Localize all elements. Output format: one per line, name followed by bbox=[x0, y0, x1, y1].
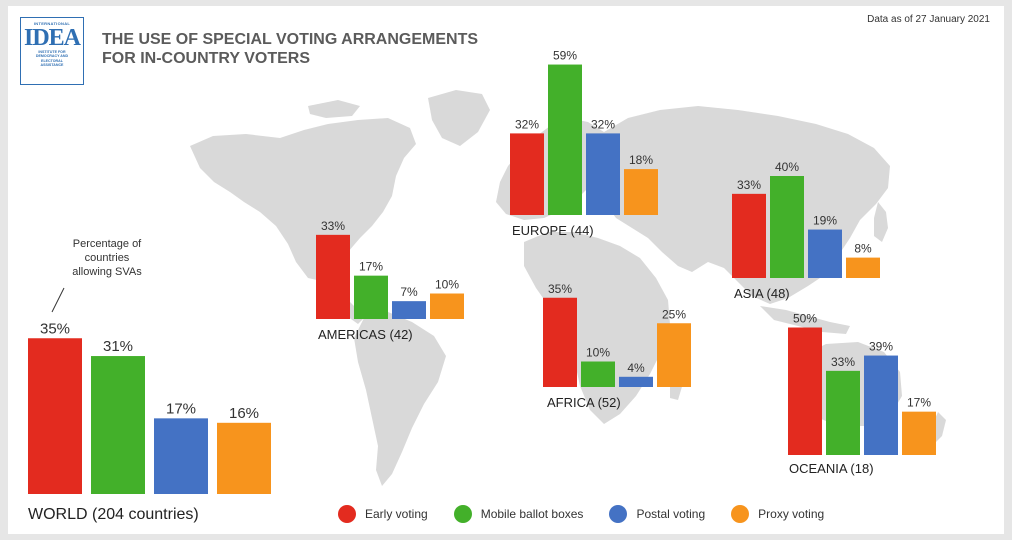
logo-sub-line: ASSISTANCE bbox=[40, 63, 64, 68]
data-label-europe-proxy: 18% bbox=[629, 153, 653, 167]
data-label-world-early: 35% bbox=[40, 320, 70, 337]
bar-africa-postal bbox=[619, 376, 653, 387]
title-line-2: FOR IN-COUNTRY VOTERS bbox=[102, 50, 311, 67]
map-south-america bbox=[354, 312, 446, 486]
legend-item-mobile-ballot-boxes: Mobile ballot boxes bbox=[453, 505, 584, 523]
bar-africa-proxy bbox=[657, 323, 691, 387]
data-label-europe-mobile: 59% bbox=[553, 49, 577, 63]
data-label-oceania-mobile: 33% bbox=[831, 355, 855, 369]
annotation-group: Percentage of countries allowing SVAs bbox=[51, 238, 142, 313]
data-label-africa-proxy: 25% bbox=[662, 307, 686, 321]
map-indonesia bbox=[760, 306, 850, 334]
bar-group-americas: 33% 17% 7% 10% AMERICAS (42) bbox=[316, 219, 464, 342]
data-label-americas-early: 33% bbox=[321, 219, 345, 233]
data-label-africa-postal: 4% bbox=[627, 361, 645, 375]
bar-asia-postal bbox=[808, 229, 842, 278]
bar-world-postal bbox=[154, 418, 208, 494]
legend-item-postal-voting: Postal voting bbox=[609, 505, 705, 523]
map-japan bbox=[874, 202, 888, 242]
data-label-world-mobile: 31% bbox=[103, 338, 133, 355]
logo-top-text: INTERNATIONAL bbox=[33, 21, 71, 26]
bar-americas-early bbox=[316, 234, 350, 319]
data-label-europe-early: 32% bbox=[515, 117, 539, 131]
bar-group-world: 35% 31% 17% 16% WORLD (204 countries) bbox=[28, 320, 271, 523]
data-label-africa-early: 35% bbox=[548, 282, 572, 296]
logo-sub-line: DEMOCRACY AND bbox=[35, 54, 69, 59]
legend-swatch-proxy bbox=[731, 505, 750, 523]
logo-sub-line: ELECTORAL bbox=[41, 58, 63, 63]
legend-swatch-postal bbox=[609, 505, 628, 523]
data-label-africa-mobile: 10% bbox=[586, 346, 610, 360]
bar-europe-postal bbox=[586, 133, 620, 215]
group-label-asia: ASIA (48) bbox=[734, 286, 790, 301]
map-africa bbox=[524, 232, 670, 424]
bar-oceania-mobile bbox=[826, 370, 860, 455]
annotation-text: Percentage of countries allowing SVAs bbox=[72, 238, 142, 278]
data-label-oceania-early: 50% bbox=[793, 312, 817, 326]
legend-label: Mobile ballot boxes bbox=[480, 507, 584, 521]
idea-logo: INTERNATIONAL IDEA INSTITUTE FOR DEMOCRA… bbox=[20, 17, 84, 85]
data-label-asia-mobile: 40% bbox=[775, 160, 799, 174]
data-label-oceania-postal: 39% bbox=[869, 340, 893, 354]
data-label-americas-mobile: 17% bbox=[359, 260, 383, 274]
group-label-europe: EUROPE (44) bbox=[512, 223, 594, 238]
map-greenland bbox=[428, 90, 490, 146]
annotation-line bbox=[51, 287, 65, 313]
chart-canvas: Percentage of countries allowing SVAs 35%3… bbox=[28, 49, 946, 523]
group-label-africa: AFRICA (52) bbox=[547, 395, 621, 410]
bar-world-proxy bbox=[217, 422, 271, 494]
legend-item-proxy-voting: Proxy voting bbox=[731, 505, 824, 523]
bar-world-early bbox=[28, 338, 82, 494]
bar-europe-mobile bbox=[548, 64, 582, 215]
bars-layer: 35% 31% 17% 16% WORLD (204 countries) 33% 17% 7… bbox=[28, 49, 936, 523]
bar-americas-mobile bbox=[354, 275, 388, 319]
bar-asia-proxy bbox=[846, 257, 880, 278]
logo-sub-line: INSTITUTE FOR bbox=[38, 50, 66, 54]
legend-item-early-voting: Early voting bbox=[338, 505, 428, 523]
data-label-asia-proxy: 8% bbox=[854, 242, 872, 256]
infographic-frame: Percentage of countries allowing SVAs 35% 3… bbox=[8, 6, 1004, 534]
page-title: THE USE OF SPECIAL VOTING ARRANGEMENTS F… bbox=[102, 30, 522, 68]
data-label-asia-postal: 19% bbox=[813, 214, 837, 228]
bar-oceania-postal bbox=[864, 355, 898, 455]
bar-group-africa: 35% 10% 4% 25% AFRICA (52) bbox=[543, 282, 691, 410]
title-line-1: THE USE OF SPECIAL VOTING ARRANGEMENTS bbox=[102, 31, 479, 48]
legend: Early voting Mobile ballot boxes Postal … bbox=[338, 504, 850, 524]
bar-group-oceania: 50% 33% 39% 17% OCEANIA (18) bbox=[788, 312, 936, 476]
bar-oceania-proxy bbox=[902, 411, 936, 455]
legend-swatch-mobile bbox=[453, 505, 472, 523]
logo-main-text: IDEA bbox=[23, 25, 81, 51]
map-north-america bbox=[190, 118, 416, 282]
map-arctic-islands bbox=[308, 100, 360, 118]
group-label-oceania: OCEANIA (18) bbox=[789, 461, 874, 476]
bar-europe-early bbox=[510, 133, 544, 215]
bar-americas-proxy bbox=[430, 293, 464, 319]
bar-africa-mobile bbox=[581, 361, 615, 387]
bar-asia-mobile bbox=[770, 176, 804, 278]
bar-oceania-early bbox=[788, 327, 822, 455]
bar-americas-postal bbox=[392, 301, 426, 319]
data-label-americas-proxy: 10% bbox=[435, 278, 459, 292]
date-note: Data as of 27 January 2021 bbox=[867, 14, 990, 25]
bar-group-europe: 32% 59% 32% 18% EUROPE (44) bbox=[510, 49, 658, 238]
group-label-world: WORLD (204 countries) bbox=[28, 506, 199, 523]
bar-africa-early bbox=[543, 297, 577, 387]
bar-group-asia: 33% 40% 19% 8% ASIA (48) bbox=[732, 160, 880, 301]
bar-europe-proxy bbox=[624, 169, 658, 215]
data-label-world-postal: 17% bbox=[166, 400, 196, 417]
legend-label: Early voting bbox=[365, 507, 428, 521]
data-label-europe-postal: 32% bbox=[591, 117, 615, 131]
data-label-oceania-proxy: 17% bbox=[907, 396, 931, 410]
bar-world-mobile bbox=[91, 356, 145, 494]
data-label-asia-early: 33% bbox=[737, 178, 761, 192]
data-label-americas-postal: 7% bbox=[400, 285, 418, 299]
legend-swatch-early bbox=[338, 505, 356, 523]
group-label-americas: AMERICAS (42) bbox=[318, 327, 413, 342]
bar-asia-early bbox=[732, 193, 766, 278]
legend-label: Postal voting bbox=[636, 507, 706, 521]
data-label-world-proxy: 16% bbox=[229, 405, 259, 422]
legend-label: Proxy voting bbox=[758, 507, 825, 521]
